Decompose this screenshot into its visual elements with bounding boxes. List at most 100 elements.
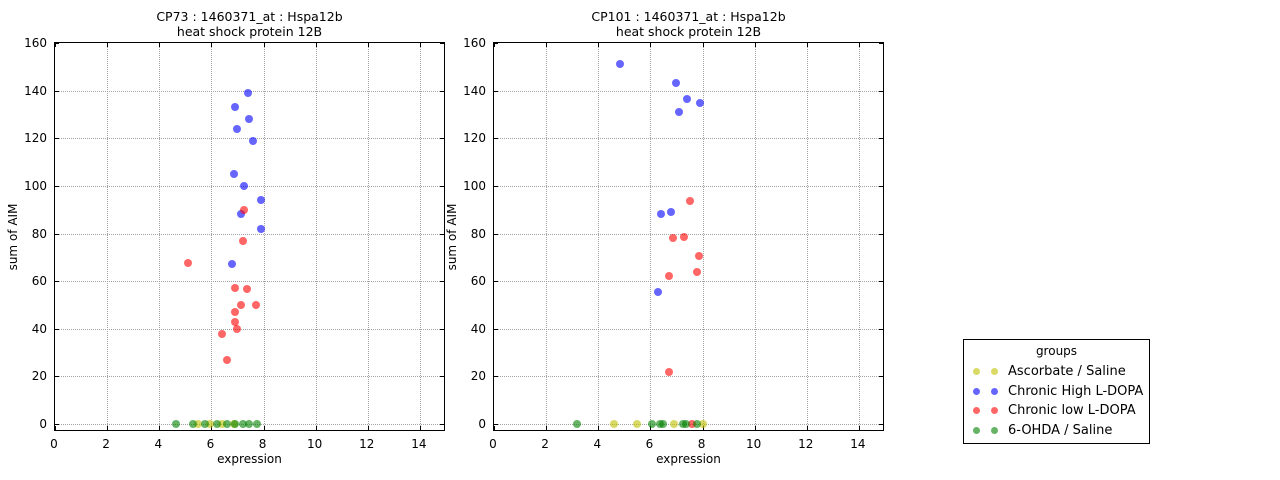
y-tick-mark: [879, 185, 883, 187]
y-tick-mark: [494, 43, 498, 44]
gridline-horizontal: [494, 138, 883, 140]
x-tick-mark: [159, 43, 161, 47]
legend-label: Chronic low L-DOPA: [1008, 403, 1136, 419]
y-tick-label: 100: [24, 178, 47, 193]
y-tick-mark: [440, 376, 444, 378]
y-tick-label: 80: [31, 226, 47, 241]
x-tick-mark: [315, 426, 317, 430]
data-point: [693, 420, 702, 428]
x-tick-label: 0: [489, 437, 497, 451]
y-tick-mark: [879, 376, 883, 378]
data-point: [217, 420, 226, 428]
legend-marker-icon: [973, 426, 980, 434]
y-tick-label: 60: [470, 274, 486, 289]
y-tick-label: 140: [24, 83, 47, 98]
data-point: [675, 108, 684, 117]
y-tick-mark: [494, 376, 498, 378]
legend-marker-icon: [973, 407, 980, 415]
gridline-vertical: [211, 43, 213, 430]
x-tick-mark: [494, 43, 495, 47]
gridline-horizontal: [494, 328, 883, 330]
x-tick-label: 10: [307, 437, 323, 451]
x-tick-mark: [211, 426, 213, 430]
gridline-vertical: [806, 43, 808, 430]
x-tick-mark: [55, 43, 56, 47]
data-point: [238, 236, 247, 245]
gridline-vertical: [702, 43, 704, 430]
x-tick-mark: [494, 426, 495, 430]
gridline-vertical: [650, 43, 652, 430]
data-point: [668, 234, 677, 243]
data-point: [230, 308, 239, 317]
x-tick-mark: [650, 43, 652, 47]
data-point: [239, 205, 248, 214]
x-tick-mark: [546, 426, 548, 430]
y-tick-label: 40: [31, 321, 47, 336]
y-tick-mark: [55, 376, 59, 378]
data-point: [669, 420, 678, 428]
y-tick-mark: [440, 185, 444, 187]
plot-title: CP73 : 1460371_at : Hspa12b heat shock p…: [34, 9, 465, 39]
x-tick-mark: [806, 43, 808, 47]
data-point: [633, 420, 642, 428]
data-point: [672, 79, 681, 88]
plot-title-line2: heat shock protein 12B: [615, 24, 762, 39]
x-tick-mark: [650, 426, 652, 430]
gridline-vertical: [159, 43, 161, 430]
data-point: [230, 317, 239, 326]
plot-title: CP101 : 1460371_at : Hspa12b heat shock …: [473, 9, 904, 39]
legend-label: Ascorbate / Saline: [1008, 364, 1126, 380]
y-tick-mark: [55, 43, 59, 44]
y-tick-mark: [55, 424, 59, 425]
data-point: [239, 181, 248, 190]
x-tick-mark: [419, 43, 421, 47]
y-tick-label: 20: [31, 369, 47, 384]
x-tick-label: 6: [206, 437, 215, 451]
x-tick-mark: [211, 43, 213, 47]
x-tick-mark: [754, 43, 756, 47]
data-point: [249, 136, 258, 145]
y-axis-label: sum of AIM: [445, 203, 459, 270]
legend: groups Ascorbate / Saline Chronic High L…: [963, 339, 1150, 444]
y-tick-mark: [440, 138, 444, 140]
gridline-horizontal: [55, 233, 444, 235]
data-point: [200, 420, 209, 428]
data-point: [693, 267, 702, 276]
x-tick-mark: [367, 426, 369, 430]
x-tick-label: 4: [154, 437, 163, 451]
data-point: [656, 210, 665, 219]
y-tick-label: 0: [39, 417, 47, 431]
data-point: [681, 420, 690, 428]
data-point: [233, 324, 242, 333]
legend-marker-icon: [991, 407, 998, 415]
data-point: [245, 115, 254, 124]
plot-title-line2: heat shock protein 12B: [176, 24, 323, 39]
x-tick-mark: [546, 43, 548, 47]
data-point: [228, 260, 237, 269]
gridline-vertical: [546, 43, 548, 430]
data-point: [664, 272, 673, 281]
data-point: [256, 224, 265, 233]
gridline-vertical: [754, 43, 756, 430]
x-tick-mark: [367, 43, 369, 47]
gridline-horizontal: [55, 281, 444, 283]
plot-title-line1: CP101 : 1460371_at : Hspa12b: [591, 9, 786, 24]
legend-marker-icon: [991, 387, 998, 395]
x-tick-label: 12: [359, 437, 375, 451]
data-point: [573, 420, 582, 428]
data-point: [659, 420, 668, 428]
legend-row: Ascorbate / Saline: [964, 362, 1149, 382]
x-tick-mark: [858, 426, 860, 430]
x-tick-mark: [702, 43, 704, 47]
x-tick-mark: [159, 426, 161, 430]
gridline-vertical: [315, 43, 317, 430]
y-axis-label: sum of AIM: [6, 203, 20, 270]
gridline-horizontal: [55, 328, 444, 330]
x-tick-mark: [598, 426, 600, 430]
x-tick-mark: [107, 426, 109, 430]
data-point: [253, 420, 262, 428]
plot-title-line1: CP73 : 1460371_at : Hspa12b: [156, 9, 343, 24]
data-point: [206, 420, 215, 428]
y-tick-mark: [879, 424, 883, 425]
